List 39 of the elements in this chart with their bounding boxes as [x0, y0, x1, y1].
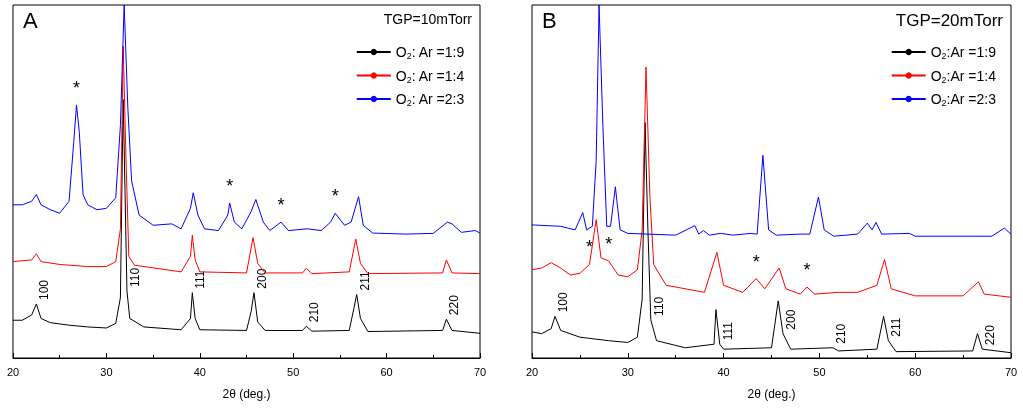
- x-tick-label: 70: [473, 365, 487, 378]
- x-tick-label: 70: [1004, 365, 1018, 378]
- x-axis-title: 2θ (deg.): [222, 387, 271, 401]
- annotation: 220: [447, 294, 462, 316]
- x-tick-label: 40: [193, 365, 206, 378]
- annotation: *: [331, 186, 339, 207]
- x-tick-label: 60: [909, 365, 922, 378]
- annotation: *: [226, 176, 234, 197]
- annotation: 200: [254, 268, 269, 289]
- annotation: 220: [983, 324, 998, 346]
- legend-title: TGP=20mTorr: [895, 11, 1004, 30]
- x-tick-label: 20: [6, 365, 20, 378]
- annotation: 210: [833, 323, 848, 344]
- annotation: 111: [720, 321, 735, 341]
- annotation: 110: [127, 267, 142, 287]
- annotation: *: [277, 195, 285, 216]
- x-tick-label: 40: [717, 365, 730, 378]
- annotation: 100: [37, 279, 52, 300]
- annotation: *: [752, 251, 760, 272]
- annotation: 110: [651, 296, 666, 316]
- chart-title: B: [542, 7, 557, 33]
- x-axis-title: 2θ (deg.): [747, 387, 796, 401]
- annotation: *: [605, 233, 613, 254]
- chart-title: A: [23, 7, 38, 33]
- x-tick-label: 50: [287, 365, 300, 378]
- x-tick-label: 20: [525, 365, 539, 378]
- annotation: *: [73, 77, 81, 98]
- annotation: 200: [784, 309, 798, 330]
- annotation: 211: [357, 271, 372, 291]
- annotation: 111: [193, 270, 208, 289]
- x-tick-label: 30: [621, 365, 634, 378]
- x-tick-label: 30: [100, 365, 113, 378]
- x-tick-label: 50: [813, 365, 826, 378]
- annotation: 211: [889, 317, 904, 337]
- annotation: 100: [555, 292, 570, 313]
- annotation: *: [803, 260, 811, 281]
- x-tick-label: 60: [380, 365, 393, 378]
- annotation: 210: [307, 301, 322, 323]
- legend-title: TGP=10mTorr: [383, 11, 473, 27]
